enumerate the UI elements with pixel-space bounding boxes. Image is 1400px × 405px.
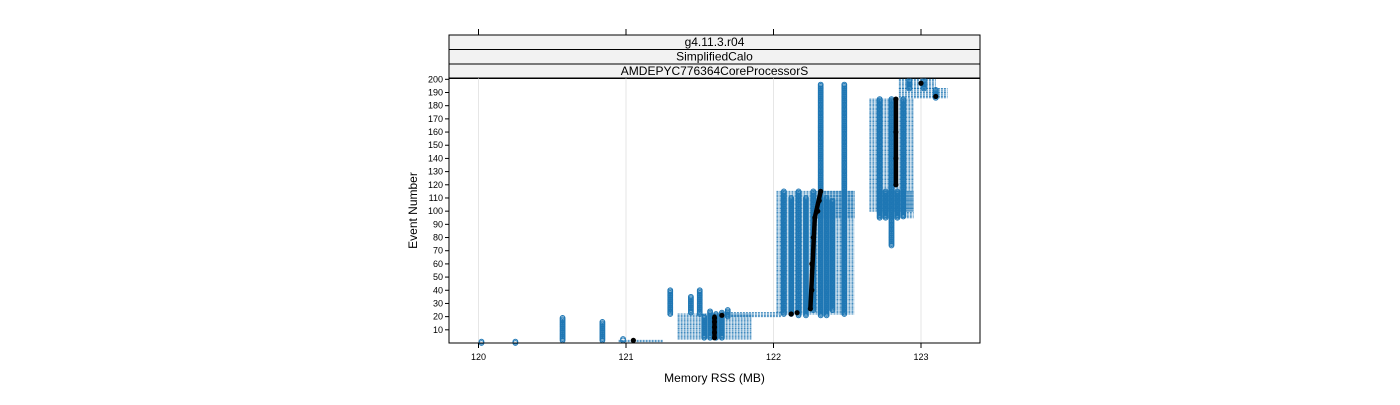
observation-points	[478, 77, 939, 346]
x-tick-label: 121	[618, 352, 633, 362]
obs-point	[620, 336, 626, 342]
point-column	[841, 81, 848, 317]
y-tick-label: 100	[428, 206, 443, 216]
y-tick-label: 90	[433, 219, 443, 229]
y-tick-label: 60	[433, 259, 443, 269]
obs-point	[876, 96, 883, 102]
y-tick-label: 120	[428, 180, 443, 190]
point-column	[788, 195, 795, 317]
point-column	[888, 96, 895, 249]
y-axis: 10 20 30 40 50 60 70 80 90 100 110 120 130 140 150 160 1…	[428, 74, 449, 335]
point-column	[823, 195, 830, 319]
y-tick-label: 50	[433, 272, 443, 282]
y-tick-label: 160	[428, 127, 443, 137]
point-column	[696, 287, 703, 317]
median-point	[794, 310, 800, 316]
point-column	[803, 195, 809, 319]
median-points	[630, 80, 939, 343]
point-column	[876, 96, 883, 221]
x-tick-label: 120	[471, 352, 486, 362]
point-column	[701, 313, 708, 341]
x-axis: 120 121 122 123	[471, 29, 929, 362]
obs-point	[688, 293, 694, 300]
strip-label: SimplifiedCalo	[676, 50, 753, 64]
strip-label: g4.11.3.r04	[685, 35, 745, 49]
obs-point	[788, 195, 795, 201]
y-tick-label: 150	[428, 140, 443, 150]
point-column	[559, 315, 566, 344]
point-column	[707, 308, 713, 341]
obs-point	[829, 197, 836, 204]
obs-point	[900, 96, 907, 102]
point-column	[599, 319, 606, 344]
point-column	[620, 336, 626, 344]
y-axis-label: Event Number	[406, 172, 420, 249]
median-point	[933, 93, 939, 100]
point-column	[512, 338, 519, 346]
panel-border	[448, 77, 981, 344]
y-tick-label: 170	[428, 114, 443, 124]
obs-point	[882, 188, 889, 195]
obs-point	[599, 319, 606, 325]
point-column	[900, 96, 907, 220]
x-axis-label: Memory RSS (MB)	[664, 371, 765, 385]
y-tick-label: 190	[428, 88, 443, 98]
obs-point	[803, 195, 809, 201]
y-tick-label: 40	[433, 285, 443, 295]
obs-point	[701, 313, 708, 320]
point-column	[724, 307, 731, 320]
median-point	[719, 312, 725, 318]
y-tick-label: 70	[433, 246, 443, 256]
y-tick-label: 30	[433, 298, 443, 308]
grid	[478, 78, 922, 343]
obs-point	[559, 315, 566, 321]
point-column	[829, 197, 836, 313]
y-tick-label: 80	[433, 233, 443, 243]
median-point	[788, 311, 794, 317]
y-tick-label: 10	[433, 325, 443, 335]
obs-point	[795, 188, 802, 195]
range-bar	[898, 78, 936, 90]
obs-point	[707, 308, 713, 315]
obs-point	[817, 81, 824, 88]
obs-point	[810, 188, 817, 195]
strip-label: AMDEPYC776364CoreProcessorS	[621, 64, 808, 78]
point-column	[667, 287, 674, 317]
range-bar	[721, 312, 781, 318]
y-tick-label: 200	[428, 74, 443, 84]
x-tick-label: 122	[766, 352, 781, 362]
point-column	[780, 188, 787, 317]
obs-point	[841, 81, 848, 88]
obs-point	[894, 188, 901, 195]
y-tick-label: 180	[428, 101, 443, 111]
strip-headers: g4.11.3.r04SimplifiedCaloAMDEPYC776364Co…	[448, 34, 981, 79]
median-point	[918, 80, 924, 86]
point-column	[795, 188, 802, 319]
y-tick-label: 130	[428, 167, 443, 177]
y-tick-label: 110	[429, 193, 443, 203]
point-column	[882, 188, 889, 221]
y-tick-label: 140	[428, 153, 443, 163]
obs-point	[478, 338, 485, 345]
point-column	[921, 77, 927, 92]
obs-point	[696, 287, 703, 294]
obs-point	[512, 338, 519, 345]
point-column	[478, 338, 485, 346]
x-tick-label: 123	[913, 352, 928, 362]
point-column	[894, 188, 901, 221]
median-trail	[808, 189, 823, 311]
point-column	[688, 293, 694, 316]
obs-point	[932, 86, 939, 93]
median-point	[630, 337, 636, 343]
obs-point	[667, 287, 674, 294]
obs-point	[724, 307, 731, 313]
obs-point	[823, 195, 830, 201]
obs-point	[780, 188, 787, 195]
y-tick-label: 20	[433, 312, 443, 322]
